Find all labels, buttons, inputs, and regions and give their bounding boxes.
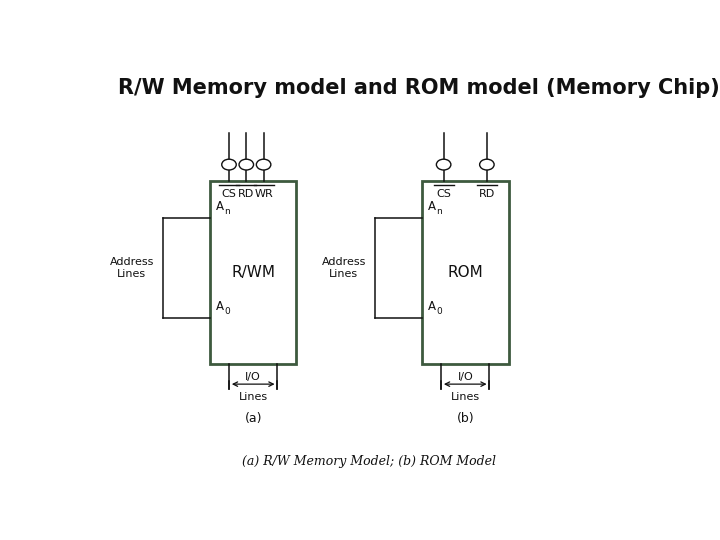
Text: I/O: I/O (457, 372, 473, 382)
Circle shape (480, 159, 494, 170)
Circle shape (222, 159, 236, 170)
Text: 0: 0 (224, 307, 230, 316)
Text: Address
Lines: Address Lines (322, 258, 366, 279)
Text: CS: CS (436, 188, 451, 199)
Circle shape (256, 159, 271, 170)
Text: R/WM: R/WM (231, 265, 275, 280)
Text: RD: RD (479, 188, 495, 199)
Text: A: A (428, 300, 436, 313)
Text: A: A (215, 200, 223, 213)
Text: (b): (b) (456, 412, 474, 425)
Text: ROM: ROM (447, 265, 483, 280)
Text: RD: RD (238, 188, 254, 199)
Bar (422, 181, 508, 364)
Circle shape (239, 159, 253, 170)
Text: Address
Lines: Address Lines (109, 258, 154, 279)
Text: n: n (436, 207, 441, 216)
Circle shape (436, 159, 451, 170)
Text: CS: CS (222, 188, 236, 199)
Text: 0: 0 (436, 307, 441, 316)
Text: R/W Memory model and ROM model (Memory Chip): R/W Memory model and ROM model (Memory C… (118, 78, 720, 98)
Text: Lines: Lines (451, 393, 480, 402)
Text: Lines: Lines (238, 393, 268, 402)
Text: A: A (215, 300, 223, 313)
Text: I/O: I/O (246, 372, 261, 382)
Text: n: n (224, 207, 230, 216)
Text: A: A (428, 200, 436, 213)
Text: (a): (a) (245, 412, 262, 425)
Text: WR: WR (254, 188, 273, 199)
Bar (210, 181, 297, 364)
Text: (a) R/W Memory Model; (b) ROM Model: (a) R/W Memory Model; (b) ROM Model (242, 455, 496, 468)
